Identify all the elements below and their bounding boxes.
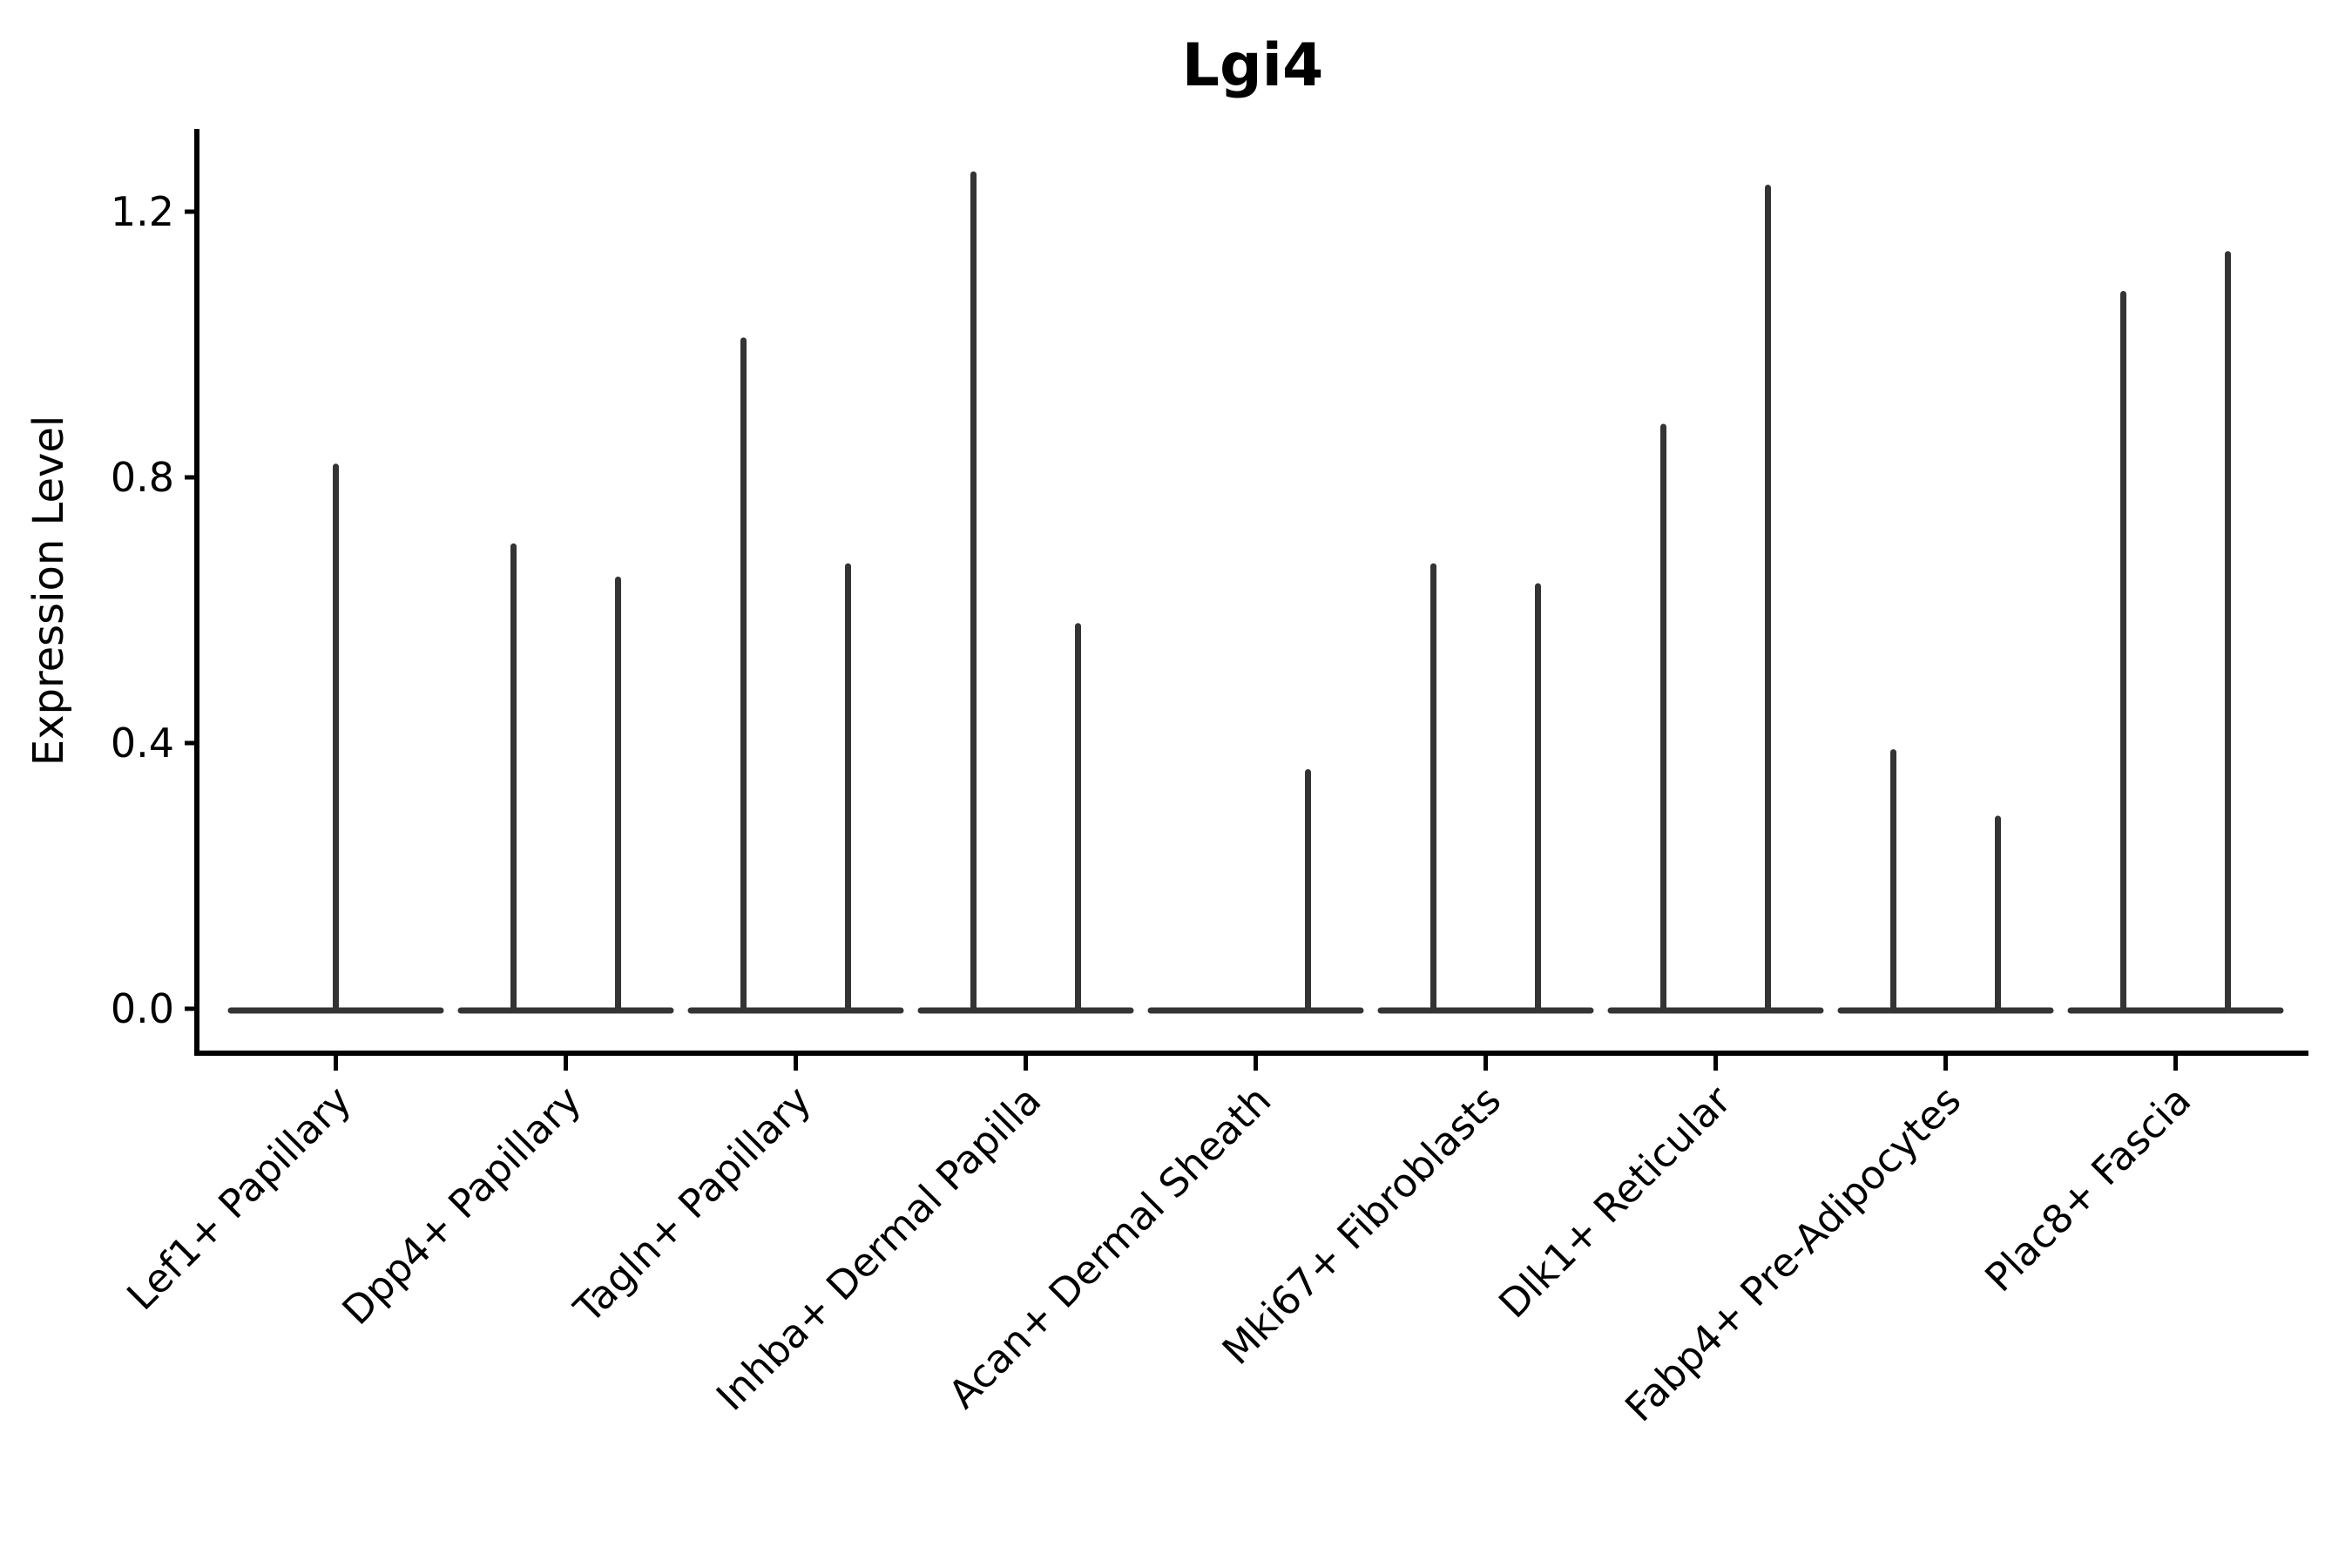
chart-title: Lgi4 [1182,31,1324,100]
y-tick-label: 1.2 [111,188,174,235]
category-label: Dpp4+ Papillary [333,1077,590,1334]
y-tick-label: 0.0 [111,985,174,1032]
y-axis-label: Expression Level [24,416,73,767]
y-tick-label: 0.8 [111,454,174,501]
y-tick-label: 0.4 [111,720,174,767]
category-label: Tagln+ Papillary [564,1077,820,1332]
category-label: Lef1+ Papillary [118,1077,360,1319]
category-label: Plac8+ Fascia [1976,1077,2200,1301]
category-label: Dlk1+ Reticular [1490,1077,1740,1327]
